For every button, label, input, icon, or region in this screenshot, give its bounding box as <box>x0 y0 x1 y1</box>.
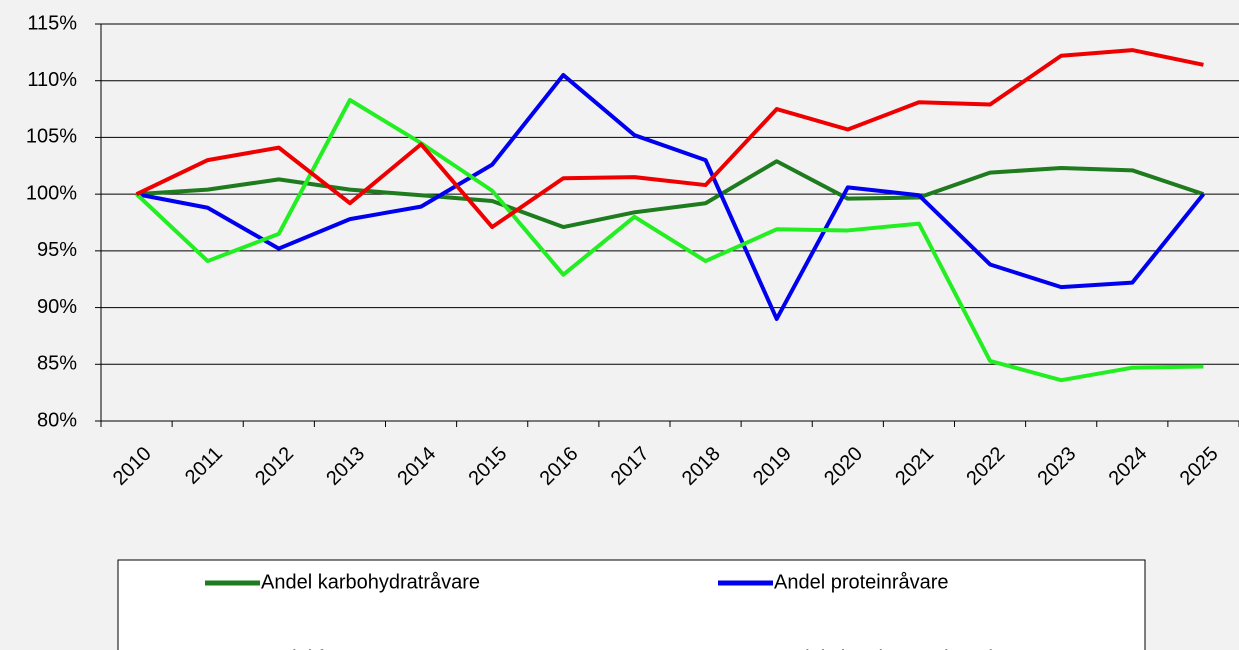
y-tick-label: 95% <box>37 239 77 261</box>
series-line <box>136 159 1205 230</box>
x-tick-label: 2011 <box>181 443 227 489</box>
series-line <box>135 97 1204 383</box>
y-tick-label: 100% <box>26 182 77 204</box>
y-tick-label: 80% <box>37 409 77 431</box>
legend-label: Andel fett <box>261 647 346 650</box>
x-tick-label: 2024 <box>1105 443 1152 490</box>
legend-label: Andel vitamin og mineral <box>774 647 993 650</box>
x-tick-label: 2025 <box>1176 443 1223 490</box>
x-tick-label: 2020 <box>820 443 867 490</box>
x-tick-label: 2018 <box>678 443 725 490</box>
x-tick-label: 2012 <box>251 443 298 490</box>
x-tick-label: 2010 <box>109 443 156 490</box>
x-tick-label: 2023 <box>1033 443 1080 490</box>
series-line <box>136 73 1205 321</box>
x-tick-label: 2017 <box>607 443 654 490</box>
legend-label: Andel proteinråvare <box>774 571 949 593</box>
legend-box <box>117 559 1146 650</box>
x-tick-label: 2013 <box>322 443 369 490</box>
y-tick-label: 90% <box>37 296 77 318</box>
x-tick-label: 2022 <box>962 443 1009 490</box>
x-tick-label: 2019 <box>749 443 796 490</box>
y-tick-label: 105% <box>26 126 77 148</box>
x-tick-label: 2016 <box>536 443 583 490</box>
series-line <box>135 48 1204 230</box>
x-tick-label: 2015 <box>464 443 511 490</box>
legend-label: Andel karbohydratråvare <box>261 571 480 593</box>
y-tick-label: 85% <box>37 353 77 375</box>
x-tick-label: 2014 <box>393 443 440 490</box>
y-tick-label: 115% <box>27 12 77 34</box>
x-tick-label: 2021 <box>891 443 938 490</box>
y-tick-label: 110% <box>27 69 77 91</box>
